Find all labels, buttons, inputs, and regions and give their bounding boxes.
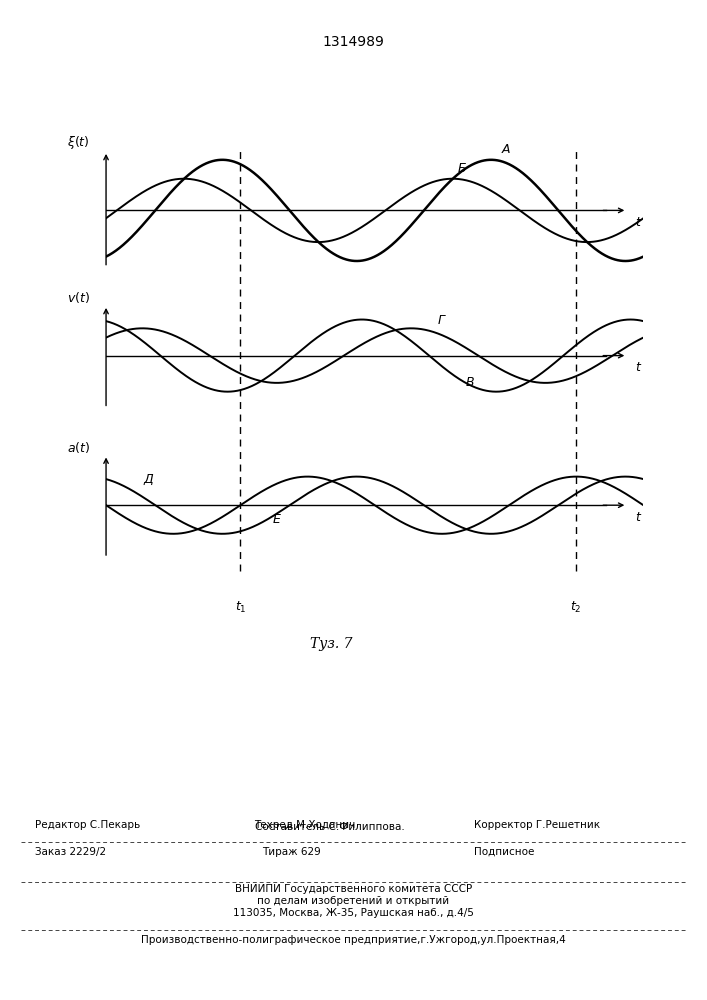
Text: Г: Г [438,314,445,327]
Text: $t$: $t$ [636,216,643,229]
Text: В: В [466,376,474,389]
Text: Техред М.Ходанич: Техред М.Ходанич [255,820,356,830]
Text: Б: Б [458,162,467,175]
Text: Тираж 629: Тираж 629 [262,847,320,857]
Text: $t_1$: $t_1$ [235,600,246,615]
Text: Редактор С.Пекарь: Редактор С.Пекарь [35,820,141,830]
Text: Корректор Г.Решетник: Корректор Г.Решетник [474,820,600,830]
Text: Е: Е [273,513,281,526]
Text: 1314989: 1314989 [322,35,385,49]
Text: $t$: $t$ [636,361,643,374]
Text: A: A [502,143,510,156]
Text: $t$: $t$ [636,511,643,524]
Text: $a(t)$: $a(t)$ [66,440,90,455]
Text: по делам изобретений и открытий: по делам изобретений и открытий [257,896,450,906]
Text: Τуз. 7: Τуз. 7 [310,637,353,651]
Text: $t_2$: $t_2$ [571,600,582,615]
Text: Подписное: Подписное [474,847,534,857]
Text: Производственно-полиграфическое предприятие,г.Ужгород,ул.Проектная,4: Производственно-полиграфическое предприя… [141,935,566,945]
Text: Д: Д [144,473,153,486]
Text: 113035, Москва, Ж-35, Раушская наб., д.4/5: 113035, Москва, Ж-35, Раушская наб., д.4… [233,908,474,918]
Text: Составитель С.Филиппова.: Составитель С.Филиппова. [255,822,404,832]
Text: Заказ 2229/2: Заказ 2229/2 [35,847,107,857]
Text: ВНИИПИ Государственного комитета СССР: ВНИИПИ Государственного комитета СССР [235,884,472,894]
Text: $\xi(t)$: $\xi(t)$ [67,134,90,151]
Text: $v(t)$: $v(t)$ [67,290,90,305]
